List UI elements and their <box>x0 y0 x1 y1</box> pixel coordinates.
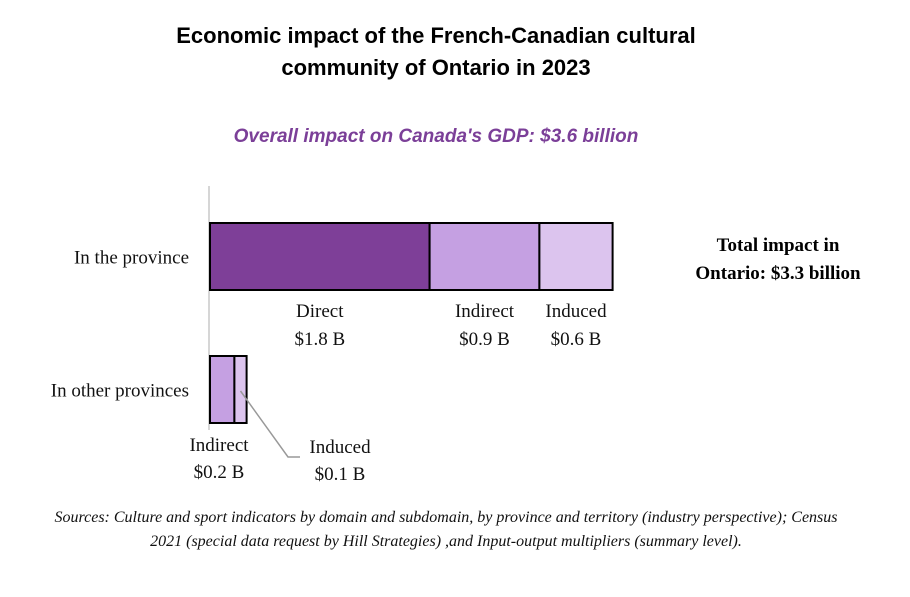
segment-name-in-the-province-induced: Induced <box>545 301 607 322</box>
segment-name-in-the-province-direct: Direct <box>296 301 344 322</box>
bar-in-the-province-direct <box>209 222 431 291</box>
bar-in-other-provinces-indirect <box>209 355 236 424</box>
bar-in-the-province-indirect <box>428 222 541 291</box>
sources-note: Sources: Culture and sport indicators by… <box>54 509 838 550</box>
data-label-in-the-province-induced: $0.6 B <box>551 329 602 350</box>
chart-subtitle: Overall impact on Canada's GDP: $3.6 bil… <box>233 126 639 147</box>
category-label-in-other-provinces: In other provinces <box>51 381 189 402</box>
total-impact-line-2: Ontario: $3.3 billion <box>695 263 861 284</box>
leader-line-in-other-provinces-induced <box>239 390 300 458</box>
data-label-in-other-provinces-induced: $0.1 B <box>315 464 366 485</box>
total-impact-annotation: Total impact in Ontario: $3.3 billion <box>668 232 888 288</box>
bar-in-other-provinces-induced <box>233 355 248 424</box>
chart-title-line-2: community of Ontario in 2023 <box>281 55 591 80</box>
total-impact-line-1: Total impact in <box>716 235 840 256</box>
bar-in-the-province-induced <box>538 222 614 291</box>
category-label-in-the-province: In the province <box>74 248 189 269</box>
data-label-in-the-province-direct: $1.8 B <box>294 329 345 350</box>
segment-name-in-other-provinces-induced: Induced <box>309 437 371 458</box>
segment-name-in-the-province-indirect: Indirect <box>455 301 515 322</box>
data-label-in-other-provinces-indirect: $0.2 B <box>194 462 245 483</box>
chart-title: Economic impact of the French-Canadian c… <box>0 20 872 84</box>
data-label-in-the-province-indirect: $0.9 B <box>459 329 510 350</box>
chart-title-line-1: Economic impact of the French-Canadian c… <box>176 23 696 48</box>
segment-name-in-other-provinces-indirect: Indirect <box>189 435 249 456</box>
